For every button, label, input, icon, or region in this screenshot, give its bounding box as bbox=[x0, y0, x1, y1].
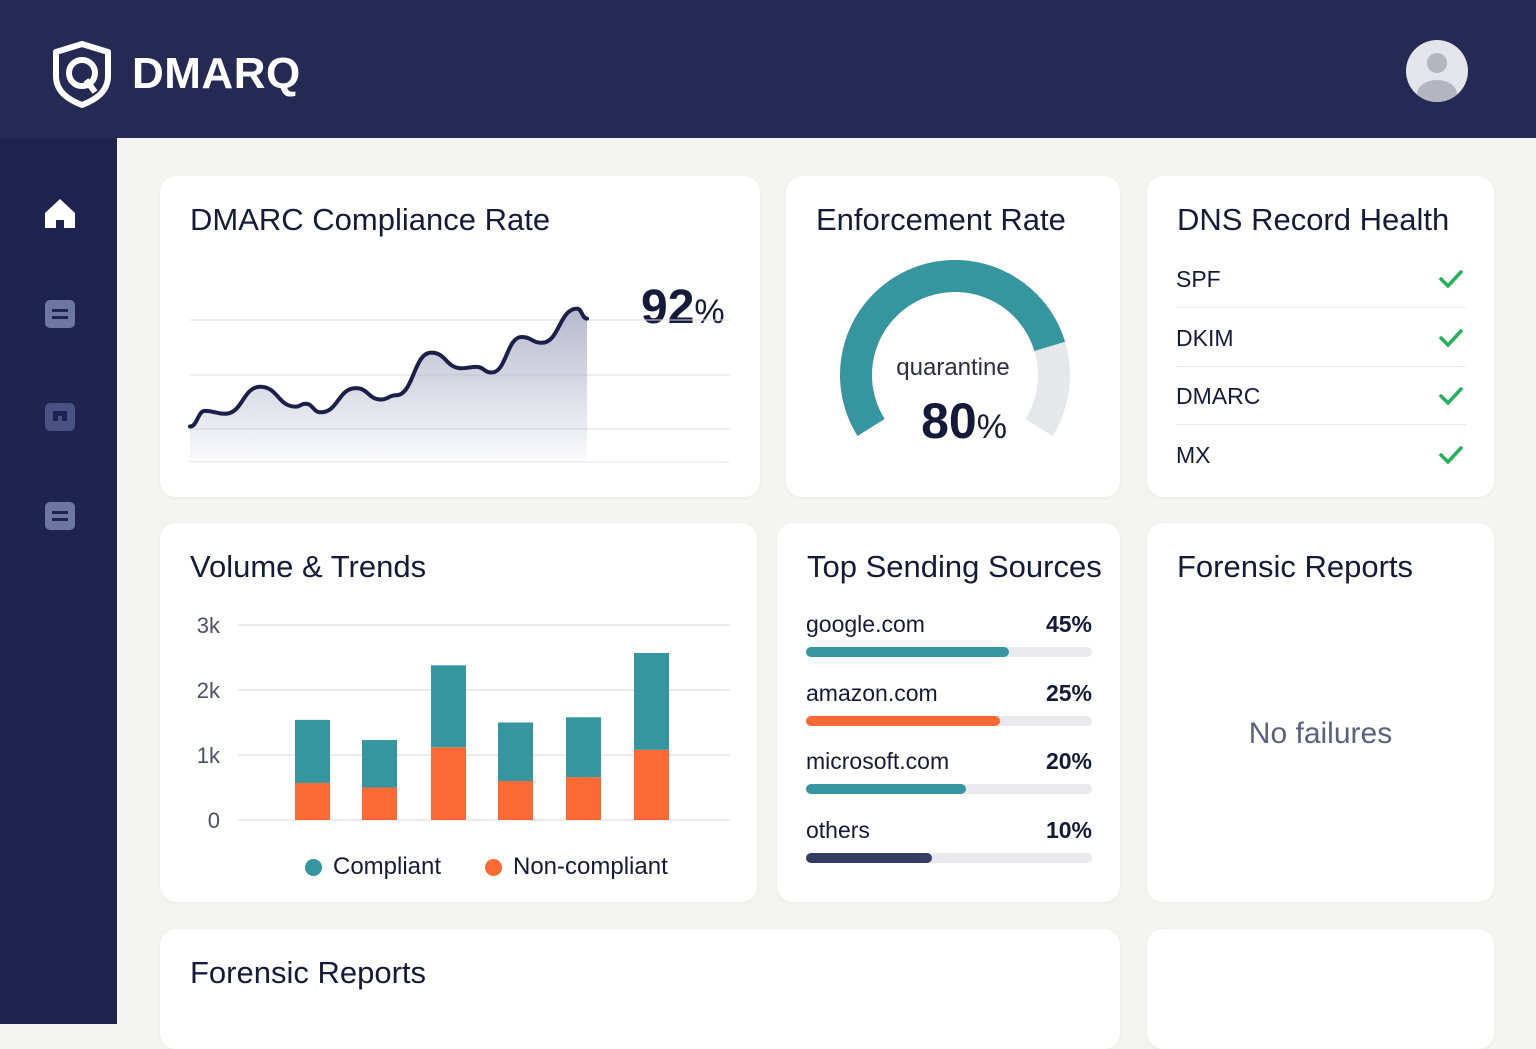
list-icon bbox=[45, 300, 75, 328]
progress-track bbox=[806, 784, 1092, 794]
source-name: microsoft.com bbox=[806, 748, 950, 774]
inbox-icon bbox=[45, 403, 75, 431]
bar-noncompliant bbox=[634, 749, 669, 820]
top-sources-card: Top Sending Sources google.com 45% amazon.… bbox=[777, 523, 1120, 902]
bar-compliant bbox=[634, 652, 669, 750]
record-name: SPF bbox=[1176, 266, 1221, 292]
source-percent: 10% bbox=[1045, 816, 1092, 843]
progress-fill bbox=[806, 647, 1010, 657]
dns-health-card: DNS Record Health SPF DKIM DMARC MX bbox=[1147, 176, 1494, 497]
source-name: amazon.com bbox=[806, 679, 938, 706]
progress-fill bbox=[806, 715, 1001, 726]
card-title: Enforcement Rate bbox=[816, 202, 1066, 237]
card-title: Volume & Trends bbox=[190, 549, 427, 584]
sidebar-item-inbox[interactable] bbox=[43, 400, 77, 434]
document-icon bbox=[45, 502, 75, 530]
progress-fill bbox=[806, 852, 932, 863]
compliance-value: 92% bbox=[641, 281, 725, 334]
legend-label: Non-compliant bbox=[513, 853, 668, 880]
bar-compliant bbox=[431, 665, 466, 748]
dns-record-dkim: DKIM bbox=[1176, 309, 1466, 367]
sidebar-item-reports[interactable] bbox=[43, 297, 77, 331]
y-tick-label: 3k bbox=[197, 613, 221, 638]
legend-noncompliant: Non-compliant bbox=[485, 853, 668, 881]
enforcement-value: 80% bbox=[921, 393, 1007, 449]
sidebar-item-documents[interactable] bbox=[43, 499, 77, 533]
check-icon bbox=[1439, 328, 1463, 348]
record-name: MX bbox=[1176, 441, 1211, 468]
source-name: others bbox=[806, 816, 870, 843]
forensic-reports-card: Forensic Reports No failures bbox=[1147, 523, 1494, 902]
legend-swatch bbox=[485, 858, 502, 876]
user-icon bbox=[1417, 53, 1457, 102]
compliance-line-chart bbox=[188, 306, 730, 463]
check-icon bbox=[1439, 387, 1463, 406]
sidebar bbox=[0, 138, 117, 1024]
volume-trends-card: Volume & Trends 0 1k 2k 3k Compliant Non-co… bbox=[160, 523, 757, 902]
gauge-track bbox=[1025, 341, 1070, 436]
source-percent: 45% bbox=[1045, 611, 1092, 637]
volume-bar-chart: 0 1k 2k 3k bbox=[197, 613, 730, 833]
bar-compliant bbox=[566, 717, 601, 778]
source-percent: 20% bbox=[1045, 748, 1092, 774]
y-tick-label: 1k bbox=[197, 743, 221, 768]
gauge-fill bbox=[840, 260, 1066, 436]
app-name: DMARQ bbox=[132, 49, 301, 98]
y-tick-label: 0 bbox=[208, 808, 220, 833]
record-name: DMARC bbox=[1176, 383, 1261, 409]
progress-track bbox=[806, 715, 1092, 726]
logo[interactable]: DMARQ bbox=[50, 40, 301, 108]
bar-compliant bbox=[498, 722, 533, 781]
progress-track bbox=[806, 852, 1092, 863]
card-title: Forensic Reports bbox=[190, 955, 427, 990]
card-title: DMARC Compliance Rate bbox=[190, 202, 551, 237]
progress-track bbox=[806, 647, 1092, 657]
check-icon bbox=[1439, 445, 1463, 465]
card-title: Forensic Reports bbox=[1177, 549, 1414, 584]
shield-logo-icon bbox=[53, 41, 111, 108]
check-icon bbox=[1439, 270, 1463, 289]
compliance-line bbox=[188, 306, 589, 429]
user-avatar[interactable] bbox=[1406, 40, 1468, 102]
empty-state: No failures bbox=[1248, 717, 1393, 750]
bar-noncompliant bbox=[566, 777, 601, 820]
area-fill bbox=[190, 308, 587, 462]
source-percent: 25% bbox=[1045, 679, 1092, 706]
top-bar: DMARQ bbox=[0, 0, 1536, 138]
source-name: google.com bbox=[806, 611, 925, 637]
dns-record-dmarc: DMARC bbox=[1176, 367, 1466, 425]
forensic-reports-table-card: Forensic Reports bbox=[160, 929, 1120, 1049]
legend-label: Compliant bbox=[333, 853, 442, 880]
bar-compliant bbox=[362, 740, 397, 788]
bar-noncompliant bbox=[431, 747, 466, 820]
bar-noncompliant bbox=[362, 787, 397, 820]
enforcement-gauge bbox=[840, 260, 1070, 436]
sidebar-item-home[interactable] bbox=[43, 196, 77, 230]
bar-noncompliant bbox=[498, 781, 533, 820]
policy-label: quarantine bbox=[896, 354, 1010, 381]
bar-noncompliant bbox=[295, 782, 330, 820]
home-icon bbox=[45, 199, 75, 228]
record-name: DKIM bbox=[1176, 324, 1234, 351]
legend-compliant: Compliant bbox=[305, 853, 441, 881]
card-title: DNS Record Health bbox=[1177, 202, 1450, 237]
empty-card bbox=[1147, 929, 1494, 1049]
enforcement-card: Enforcement Rate quarantine 80% bbox=[786, 176, 1120, 497]
progress-fill bbox=[806, 784, 967, 794]
card-title: Top Sending Sources bbox=[807, 549, 1102, 584]
dns-record-spf: SPF bbox=[1176, 250, 1466, 308]
dns-record-mx: MX bbox=[1176, 426, 1466, 484]
y-tick-label: 2k bbox=[197, 678, 221, 703]
compliance-card: DMARC Compliance Rate 92% bbox=[160, 176, 760, 497]
bar-compliant bbox=[295, 719, 330, 783]
legend-swatch bbox=[305, 858, 322, 876]
